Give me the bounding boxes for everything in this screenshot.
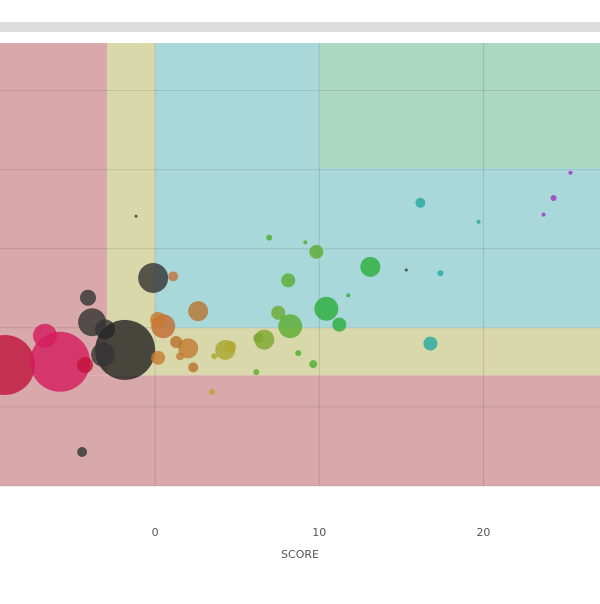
bubble — [211, 353, 218, 360]
bubble — [476, 219, 481, 224]
bubble — [332, 317, 347, 332]
regions — [0, 43, 600, 486]
region — [155, 167, 600, 328]
bubble — [415, 197, 426, 208]
x-tick-label: 10 — [312, 526, 326, 539]
bubble — [278, 314, 303, 339]
x-tick-label: 0 — [152, 526, 159, 539]
region — [107, 43, 156, 376]
bubble — [77, 446, 88, 457]
region — [155, 43, 320, 168]
bubble — [309, 360, 318, 369]
bubble — [303, 240, 308, 245]
bubble — [134, 214, 138, 218]
bubble — [550, 195, 557, 202]
region — [319, 43, 600, 168]
bubble — [151, 350, 166, 365]
region — [0, 375, 600, 486]
top-bar — [0, 22, 600, 32]
bubble — [360, 256, 381, 277]
bubble — [295, 350, 302, 357]
bubble — [77, 356, 94, 373]
bubble — [253, 333, 264, 344]
bubble — [91, 342, 116, 367]
bubble — [224, 340, 237, 353]
bubble — [568, 170, 573, 175]
bubble — [138, 262, 169, 293]
bubble — [404, 268, 408, 272]
bubble — [423, 336, 438, 351]
bubble — [314, 296, 339, 321]
bubbles — [0, 170, 573, 457]
bubble — [0, 334, 35, 395]
bubble — [188, 362, 199, 373]
bubble — [176, 352, 185, 361]
bubble — [266, 234, 273, 241]
bubble — [79, 289, 96, 306]
x-tick-label: 20 — [476, 526, 490, 539]
bubble — [541, 212, 546, 217]
bubble — [32, 323, 57, 348]
bubble — [281, 273, 296, 288]
bubble — [271, 305, 286, 320]
bubble — [209, 388, 216, 395]
bubble — [437, 270, 444, 277]
bubble — [170, 336, 183, 349]
bubble — [346, 293, 351, 298]
x-axis-label: SCORE — [281, 548, 319, 561]
bubble — [188, 301, 209, 322]
bubble — [168, 271, 179, 282]
bubble — [150, 311, 167, 328]
bubble — [178, 338, 199, 359]
bubble — [309, 244, 324, 259]
bubble — [95, 319, 156, 380]
bubble — [253, 369, 260, 376]
